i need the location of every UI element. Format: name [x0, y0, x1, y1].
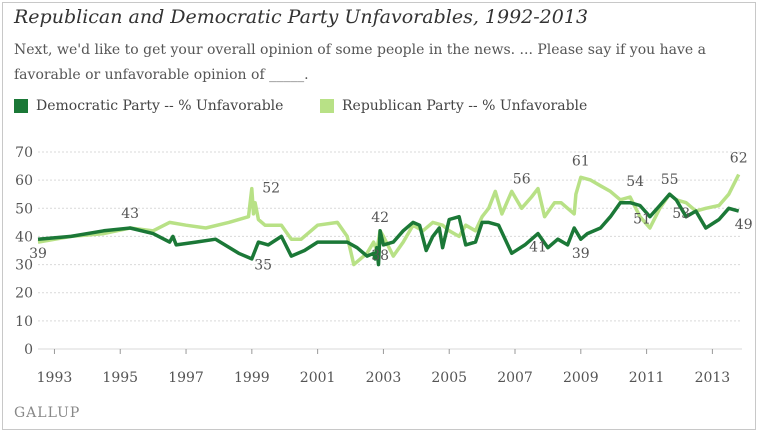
y-tick-label: 20	[15, 286, 33, 302]
gallup-logo: GALLUP	[14, 405, 81, 421]
democratic-data-label: 39	[572, 246, 590, 262]
democratic-data-label: 38	[371, 248, 389, 264]
democratic-data-label: 43	[121, 206, 139, 222]
chart-title: Republican and Democratic Party Unfavora…	[14, 6, 589, 28]
x-tick-label: 2001	[300, 370, 336, 386]
y-tick-label: 40	[15, 229, 33, 245]
democratic-data-label: 53	[672, 206, 690, 222]
republican-data-label: 55	[661, 172, 679, 188]
y-tick-label: 30	[15, 258, 33, 274]
x-tick-label: 1993	[37, 370, 73, 386]
republican-data-label: 56	[513, 171, 531, 187]
legend-item-republican: Republican Party -- % Unfavorable	[320, 98, 587, 114]
democratic-data-label: 35	[254, 258, 272, 274]
republican-data-label: 62	[730, 151, 748, 167]
legend-swatch-republican	[320, 99, 334, 113]
chart-subtitle: Next, we'd like to get your overall opin…	[14, 42, 706, 83]
democratic-data-label: 49	[735, 217, 753, 233]
x-tick-label: 1995	[102, 370, 138, 386]
legend-swatch-democratic	[14, 99, 28, 113]
republican-data-label: 52	[262, 181, 280, 197]
x-tick-label: 2007	[497, 370, 533, 386]
x-tick-label: 2011	[629, 370, 665, 386]
democratic-data-label: 41	[529, 240, 547, 256]
x-tick-label: 1997	[168, 370, 204, 386]
y-tick-label: 60	[15, 173, 33, 189]
democratic-series-line	[37, 192, 740, 267]
x-tick-label: 2013	[695, 370, 731, 386]
x-tick-label: 1999	[234, 370, 270, 386]
x-tick-label: 2003	[366, 370, 402, 386]
republican-data-label: 61	[572, 153, 590, 169]
legend-item-democratic: Democratic Party -- % Unfavorable	[14, 98, 283, 114]
y-tick-label: 50	[15, 201, 33, 217]
legend-label-democratic: Democratic Party -- % Unfavorable	[36, 98, 284, 114]
chart-frame	[2, 2, 756, 430]
democratic-data-label: 51	[633, 211, 651, 227]
republican-data-label: 42	[371, 210, 389, 226]
y-tick-label: 0	[24, 342, 33, 358]
legend-label-republican: Republican Party -- % Unfavorable	[342, 98, 588, 114]
republican-data-label: 54	[626, 174, 644, 190]
x-tick-label: 2009	[563, 370, 599, 386]
x-tick-label: 2005	[431, 370, 467, 386]
y-tick-label: 10	[15, 314, 33, 330]
republican-series-line	[37, 173, 741, 267]
democratic-data-label: 39	[29, 246, 47, 262]
y-tick-label: 70	[15, 145, 33, 161]
